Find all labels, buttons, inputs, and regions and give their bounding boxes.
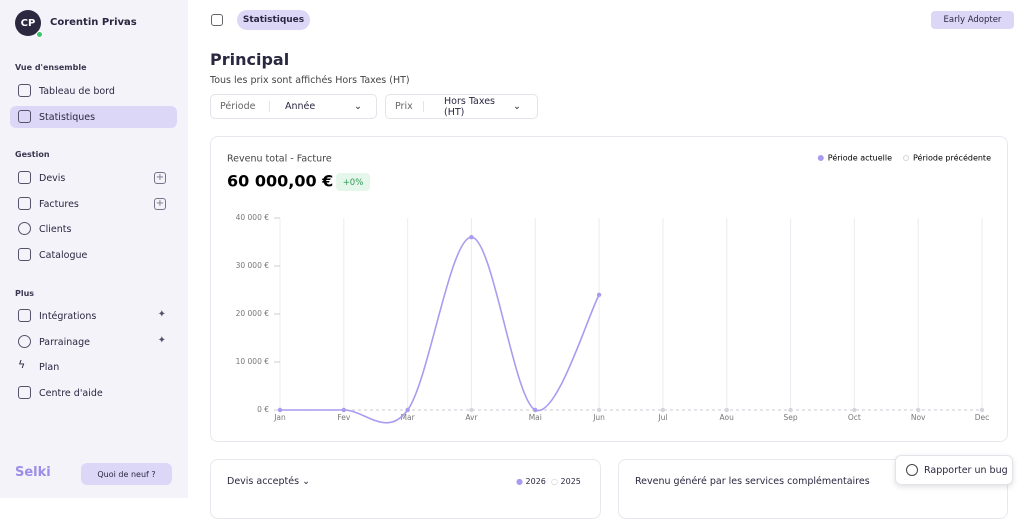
x-tick-label: Jan: [273, 413, 286, 422]
nav-item[interactable]: Clients: [10, 218, 177, 240]
x-tick-label: Nov: [911, 413, 926, 422]
nav-item[interactable]: Devis +: [10, 167, 177, 189]
point: [979, 407, 985, 413]
nav-item[interactable]: Centre d'aide: [10, 382, 177, 404]
y-tick-label: 0 €: [257, 405, 269, 414]
legend-label: 2025: [560, 477, 581, 486]
point: [724, 407, 729, 413]
x-tick-label: Avr: [465, 413, 478, 422]
page-subtitle: Tous les prix sont affichés Hors Taxes (…: [210, 75, 410, 86]
point: [596, 292, 602, 297]
toggle-sidebar[interactable]: [211, 14, 223, 26]
point: [660, 407, 666, 413]
nav-label: Clients: [39, 223, 72, 235]
nav-item[interactable]: ϟ Plan: [18, 358, 60, 373]
nav-label: Factures: [39, 198, 79, 210]
x-tick-label: Sep: [783, 413, 797, 422]
x-tick-label: Oct: [848, 413, 861, 422]
filter-label: Période: [220, 101, 270, 112]
chart: Revenu total - Facture 60 000,00 € +0% J…: [227, 153, 991, 424]
status-dot: [36, 31, 43, 38]
x-tick-label: Dec: [975, 413, 990, 422]
point: [788, 407, 793, 413]
series-line: [280, 236, 600, 424]
nav-item[interactable]: Parrainage ✦: [10, 331, 177, 353]
filter[interactable]: Période Année ⌄: [210, 94, 377, 119]
badge[interactable]: Early Adopter: [931, 11, 1014, 29]
legend-label: 2026: [525, 477, 546, 486]
nav-item[interactable]: Catalogue: [10, 244, 177, 266]
y-tick-label: 30 000 €: [236, 261, 270, 270]
user-name[interactable]: Corentin Privas: [50, 17, 137, 28]
legend-swatch: [903, 155, 910, 161]
nav-label: Intégrations: [39, 310, 97, 322]
legend-swatch: [817, 155, 824, 161]
card-title: Devis acceptés ⌄: [227, 476, 311, 487]
chart-total: 60 000,00 €: [227, 172, 333, 191]
point: [469, 407, 474, 413]
x-tick-label: Fev: [337, 413, 351, 422]
x-tick-label: Jul: [657, 413, 667, 422]
nav-item[interactable]: Tableau de bord: [10, 80, 177, 102]
nav-label: Plan: [39, 361, 60, 373]
legend-label: Période précédente: [913, 153, 991, 163]
legend-label: Période actuelle: [828, 153, 892, 163]
bug-label: Rapporter un bug: [924, 464, 1008, 476]
nav-label: Statistiques: [39, 111, 96, 123]
point: [341, 407, 347, 413]
point: [596, 407, 602, 413]
chart-title: Revenu total - Facture: [227, 154, 332, 165]
x-tick-label: Aou: [720, 413, 735, 422]
page-title: Principal: [210, 50, 290, 69]
point: [469, 235, 474, 240]
nav-label: Catalogue: [39, 249, 88, 261]
breadcrumb-tab[interactable]: Statistiques: [237, 10, 310, 30]
x-tick-label: Mar: [401, 413, 416, 422]
nav-label: Devis: [39, 172, 66, 184]
add-button[interactable]: +: [154, 172, 166, 184]
y-tick-label: 20 000 €: [236, 309, 270, 318]
y-tick-label: 40 000 €: [236, 213, 270, 222]
filter[interactable]: Prix Hors Taxes (HT) ⌄: [385, 94, 538, 119]
nav-label: Centre d'aide: [39, 387, 103, 399]
nav-item[interactable]: Statistiques: [10, 106, 177, 128]
y-tick-label: 10 000 €: [236, 357, 270, 366]
chevron: ⌄: [122, 15, 130, 25]
section-title: Vue d'ensemble: [15, 63, 87, 72]
change-label: +0%: [343, 178, 364, 188]
sparkle-icon: ✦: [157, 309, 166, 320]
nav-item[interactable]: Factures +: [10, 193, 177, 215]
x-tick-label: Jun: [592, 413, 605, 422]
add-button[interactable]: +: [154, 198, 166, 210]
card: Devis acceptés ⌄ ● 2026 ○ 2025: [210, 459, 601, 519]
point: [915, 407, 921, 413]
point: [533, 407, 538, 413]
news-button[interactable]: Quoi de neuf ?: [81, 463, 172, 485]
point: [277, 407, 283, 413]
sparkle-icon: ✦: [157, 335, 166, 346]
nav-label: Parrainage: [39, 336, 90, 348]
card-title-text: Devis acceptés: [227, 476, 300, 487]
nav-item[interactable]: Intégrations ✦: [10, 305, 177, 327]
x-tick-label: Mai: [529, 413, 542, 422]
card-title: Revenu généré par les services complémen…: [635, 476, 870, 487]
change-badge: [336, 173, 370, 191]
nav-label: Tableau de bord: [39, 85, 115, 97]
filter-value: Hors Taxes (HT): [444, 95, 496, 118]
sidebar: CP Corentin Privas ⌄ Vue d'ensemble Tabl…: [0, 0, 188, 498]
filter-label: Prix: [395, 101, 424, 112]
legend: ● 2026 ○ 2025: [516, 477, 581, 486]
section-title: Plus: [15, 289, 35, 298]
section-title: Gestion: [15, 150, 50, 159]
brand[interactable]: Selki: [15, 465, 51, 480]
point: [852, 407, 857, 413]
point: [405, 407, 410, 413]
bug-button[interactable]: Rapporter un bug: [895, 455, 1013, 485]
filter-value: Année: [285, 101, 316, 112]
